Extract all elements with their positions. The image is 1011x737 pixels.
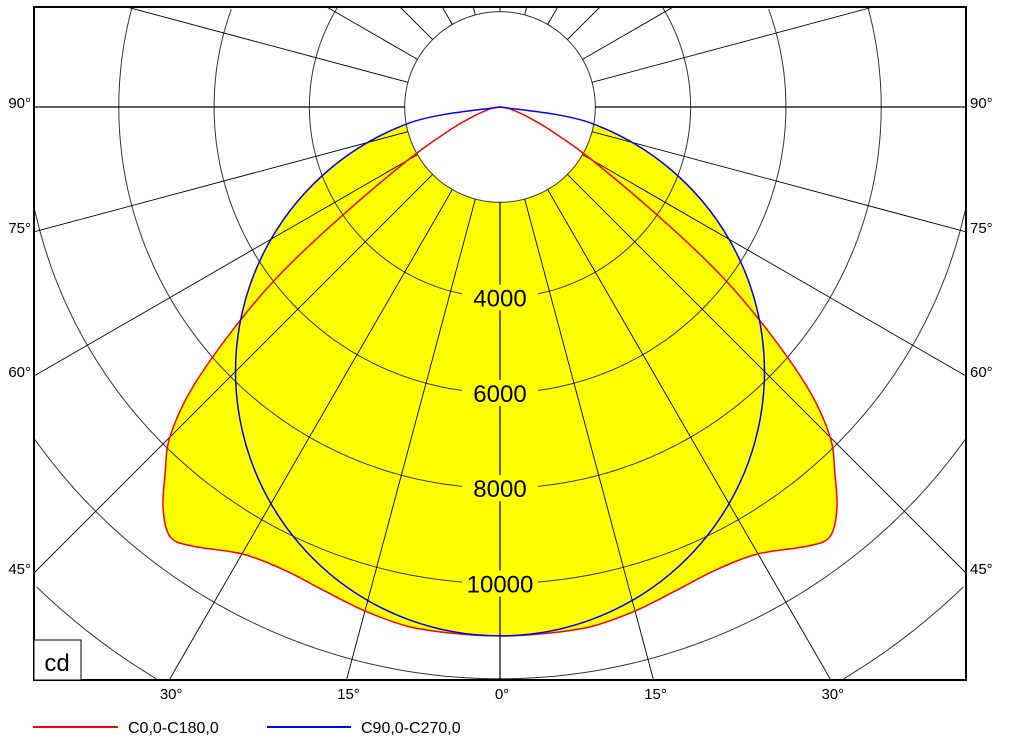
bottom-angle-label: 30° [821, 686, 844, 703]
radial--45 [34, 174, 433, 574]
legend-label-c0: C0,0-C180,0 [128, 720, 219, 737]
radial--165 [472, 7, 476, 16]
radial--150 [441, 7, 453, 25]
ring-4000 [308, 7, 692, 299]
legend: C0,0-C180,0 C90,0-C270,0 [33, 720, 461, 737]
ring-label-bg [462, 475, 538, 502]
radial--135 [399, 7, 433, 40]
plot-area: 4000 6000 8000 10000 [34, 7, 966, 680]
radial--75 [34, 131, 409, 233]
radial-60 [582, 154, 966, 377]
ring-14000 [36, 586, 964, 680]
left-angle-label: 90° [8, 95, 31, 112]
radial-120 [582, 7, 674, 60]
unit-label: cd [44, 650, 69, 677]
angle-labels: 90° 90° 75° 75° 60° 60° 45° 45° 30° 15° 0° 15° 30° [8, 95, 992, 703]
bottom-angle-label: 15° [644, 686, 667, 703]
bottom-angle-label: 0° [495, 686, 509, 703]
ring-label-bg [462, 570, 538, 597]
radial-135 [567, 7, 601, 40]
polar-grid [34, 7, 966, 680]
radial-165 [524, 7, 528, 16]
bottom-angle-label: 15° [337, 686, 360, 703]
radial--105 [126, 7, 409, 83]
radial--120 [326, 7, 418, 60]
intensity-curves [162, 106, 838, 637]
radial-30 [547, 189, 832, 680]
radial-150 [547, 7, 559, 25]
left-angle-label: 75° [8, 220, 31, 237]
ring-12000 [34, 438, 966, 680]
bottom-angle-label: 30° [160, 686, 183, 703]
ring-8000 [118, 8, 882, 489]
ring-label-6000: 6000 [473, 381, 526, 408]
radial-45 [567, 174, 966, 574]
ring-label-8000: 8000 [473, 476, 526, 503]
plot-frame [33, 6, 967, 681]
curve-c90 [234, 106, 766, 637]
right-angle-label: 60° [970, 364, 993, 381]
ring-10000 [34, 209, 966, 584]
ring-label-bg [462, 379, 538, 406]
left-angle-label: 45° [8, 561, 31, 578]
ring-6000 [213, 9, 787, 394]
ring-label-4000: 4000 [473, 286, 526, 313]
radial-105 [591, 7, 874, 83]
radial-75 [591, 131, 966, 233]
left-angle-label: 60° [8, 364, 31, 381]
legend-label-c90: C90,0-C270,0 [361, 720, 461, 737]
unit-box: cd [33, 639, 82, 681]
radial--60 [34, 154, 418, 377]
ring-label-bg [462, 284, 538, 311]
right-angle-label: 90° [970, 95, 993, 112]
ring-label-10000: 10000 [467, 572, 534, 599]
ring-labels: 4000 6000 8000 10000 [462, 284, 538, 599]
right-angle-label: 45° [970, 561, 993, 578]
radial--30 [168, 189, 453, 680]
right-angle-label: 75° [970, 220, 993, 237]
